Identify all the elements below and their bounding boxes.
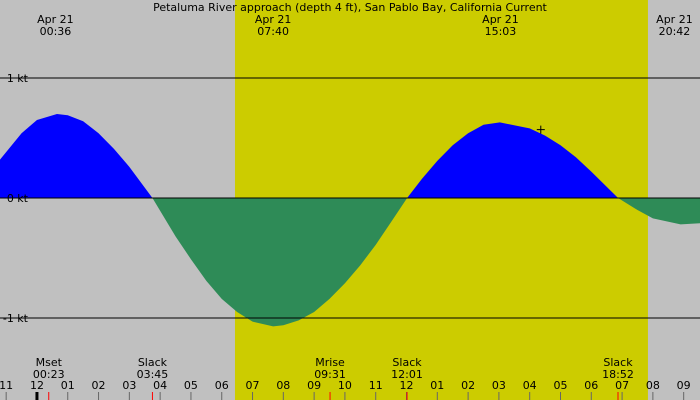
y-tick-label: 0 kt	[7, 192, 29, 205]
now-marker	[536, 125, 545, 134]
x-tick-label: 02	[92, 379, 106, 392]
x-tick-label: 05	[553, 379, 567, 392]
event-label: Slack	[392, 356, 422, 369]
top-time: 00:36	[40, 25, 72, 38]
event-time: 00:23	[33, 368, 65, 381]
event-label: Mrise	[315, 356, 345, 369]
event-time: 03:45	[137, 368, 169, 381]
x-tick-label: 09	[677, 379, 691, 392]
x-tick-label: 11	[0, 379, 13, 392]
top-date: Apr 21	[255, 13, 292, 26]
chart-title: Petaluma River approach (depth 4 ft), Sa…	[153, 1, 547, 14]
x-tick-label: 07	[615, 379, 629, 392]
x-tick-label: 02	[461, 379, 475, 392]
x-tick-label: 10	[338, 379, 352, 392]
x-tick-label: 06	[584, 379, 598, 392]
x-tick-label: 08	[276, 379, 290, 392]
x-tick-label: 08	[646, 379, 660, 392]
y-tick-label: -1 kt	[3, 312, 29, 325]
x-tick-label: 06	[215, 379, 229, 392]
x-tick-label: 04	[153, 379, 167, 392]
x-tick-label: 03	[122, 379, 136, 392]
event-label: Mset	[36, 356, 63, 369]
top-time: 07:40	[257, 25, 289, 38]
event-label: Slack	[138, 356, 168, 369]
x-tick-label: 05	[184, 379, 198, 392]
x-tick-label: 12	[30, 379, 44, 392]
top-time: 15:03	[485, 25, 517, 38]
top-date: Apr 21	[656, 13, 693, 26]
flood-area	[0, 114, 619, 199]
top-date: Apr 21	[37, 13, 74, 26]
x-tick-label: 01	[61, 379, 75, 392]
event-time: 18:52	[602, 368, 634, 381]
x-tick-label: 07	[246, 379, 260, 392]
event-time: 12:01	[391, 368, 423, 381]
x-tick-label: 01	[430, 379, 444, 392]
x-tick-label: 09	[307, 379, 321, 392]
x-tick-label: 11	[369, 379, 383, 392]
top-time: 20:42	[659, 25, 691, 38]
top-date: Apr 21	[482, 13, 519, 26]
event-label: Slack	[603, 356, 633, 369]
event-time: 09:31	[314, 368, 346, 381]
x-tick-label: 03	[492, 379, 506, 392]
x-tick-label: 12	[400, 379, 414, 392]
y-tick-label: 1 kt	[7, 72, 29, 85]
x-tick-label: 04	[523, 379, 537, 392]
ebb-area	[0, 198, 700, 327]
